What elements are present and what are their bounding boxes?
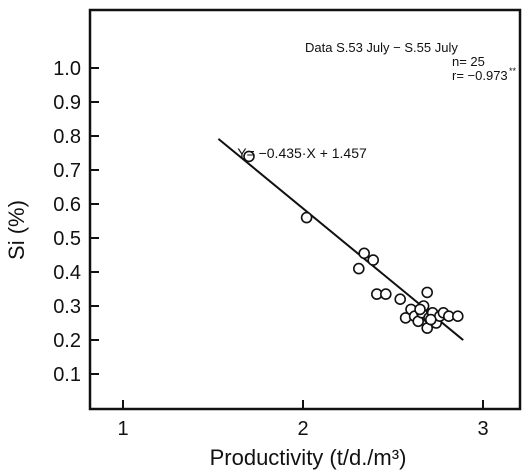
x-tick-label: 2 — [297, 418, 308, 440]
data-point — [243, 150, 255, 163]
y-tick-label: 0.1 — [53, 364, 81, 386]
data-point — [414, 303, 426, 316]
x-axis-label: Productivity (t/d./m³) — [210, 445, 407, 470]
y-tick-label: 0.7 — [53, 160, 81, 182]
y-tick-label: 0.2 — [53, 330, 81, 352]
y-axis-label: Si (%) — [4, 200, 29, 260]
y-axis-ticks: 0.1 0.2 0.3 0.4 0.5 0.6 0.7 0.8 0.9 1.0 — [53, 58, 99, 386]
plot-frame — [88, 8, 522, 411]
x-tick-label: 3 — [477, 418, 488, 440]
data-point — [358, 247, 371, 260]
x-axis-ticks: 1 2 3 — [117, 400, 489, 440]
y-tick-label: 0.5 — [53, 228, 81, 250]
data-point — [421, 286, 434, 299]
y-tick-label: 0.9 — [53, 92, 81, 114]
regression-equation: Y= −0.435·X + 1.457 — [237, 145, 367, 161]
data-point — [352, 262, 365, 275]
y-tick-label: 0.8 — [53, 126, 81, 148]
annotation-n: n= 25 — [452, 54, 485, 69]
y-tick-label: 0.4 — [53, 262, 81, 284]
data-point — [379, 288, 392, 300]
annotation-r: r= −0.973 — [452, 68, 508, 83]
y-tick-label: 1.0 — [53, 58, 81, 80]
y-tick-label: 0.3 — [53, 296, 81, 318]
annotation-r-significance: ** — [509, 66, 517, 76]
data-point — [424, 313, 437, 326]
data-points — [243, 150, 464, 334]
data-point — [300, 211, 313, 224]
y-tick-label: 0.6 — [53, 194, 81, 216]
data-point — [394, 293, 407, 306]
data-point — [451, 310, 464, 323]
annotation-data-range: Data S.53 July − S.55 July — [305, 40, 458, 55]
x-tick-label: 1 — [117, 418, 128, 440]
data-point — [367, 254, 380, 266]
